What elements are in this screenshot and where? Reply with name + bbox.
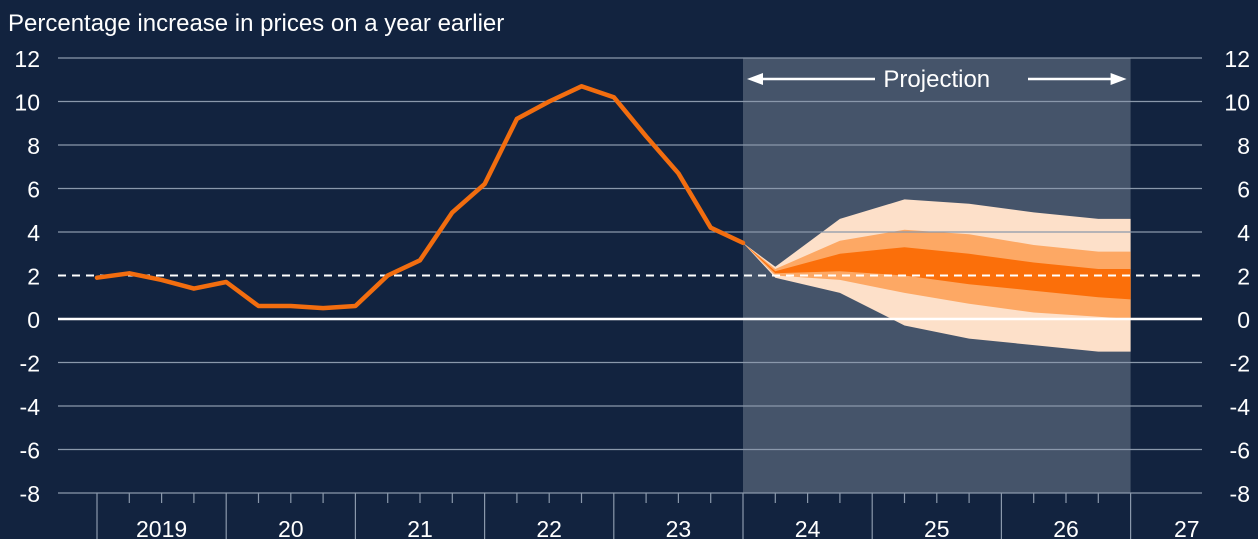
y-tick-label-right: 6 [1237,177,1250,203]
y-tick-label-left: -6 [20,438,40,464]
x-tick-label: 26 [1053,516,1079,539]
cpi-line [94,84,746,311]
y-tick-label-right: -2 [1230,351,1250,377]
x-tick-label: 24 [795,516,821,539]
y-tick-label-left: 10 [14,90,40,116]
y-tick-label-left: 6 [27,177,40,203]
y-tick-label-right: -4 [1230,394,1251,420]
x-tick-label: 25 [924,516,950,539]
projection-arrow-right-head [1110,73,1127,85]
y-tick-label-left: 4 [27,220,40,246]
y-tick-label-right: 2 [1237,264,1250,290]
y-tick-label-left: 8 [27,133,40,159]
x-tick-label: 22 [536,516,562,539]
y-tick-label-right: 12 [1224,46,1250,72]
y-tick-label-right: -6 [1230,438,1250,464]
y-tick-label-left: 12 [14,46,40,72]
y-tick-label-right: 0 [1237,307,1250,333]
x-tick-label: 21 [407,516,433,539]
y-tick-label-right: -8 [1230,481,1250,507]
x-tick-label: 2019 [136,516,187,539]
fan-bands [743,199,1131,352]
cpi-line-layer [94,84,746,311]
y-tick-label-left: -8 [20,481,40,507]
x-tick-label: 27 [1174,516,1200,539]
y-tick-label-right: 8 [1237,133,1250,159]
x-tick-label: 20 [278,516,304,539]
y-tick-label-left: -2 [20,351,40,377]
projection-arrow-left-head [747,73,763,85]
y-tick-label-left: 0 [27,307,40,333]
x-tick-label: 23 [666,516,692,539]
y-tick-label-left: 2 [27,264,40,290]
y-tick-label-right: 4 [1237,220,1250,246]
chart-title: Percentage increase in prices on a year … [8,10,504,37]
y-tick-label-right: 10 [1224,90,1250,116]
y-tick-label-left: -4 [20,394,41,420]
gridlines [58,57,1202,494]
projection-label: Projection [883,66,990,93]
fan-band-inner [743,242,1131,300]
